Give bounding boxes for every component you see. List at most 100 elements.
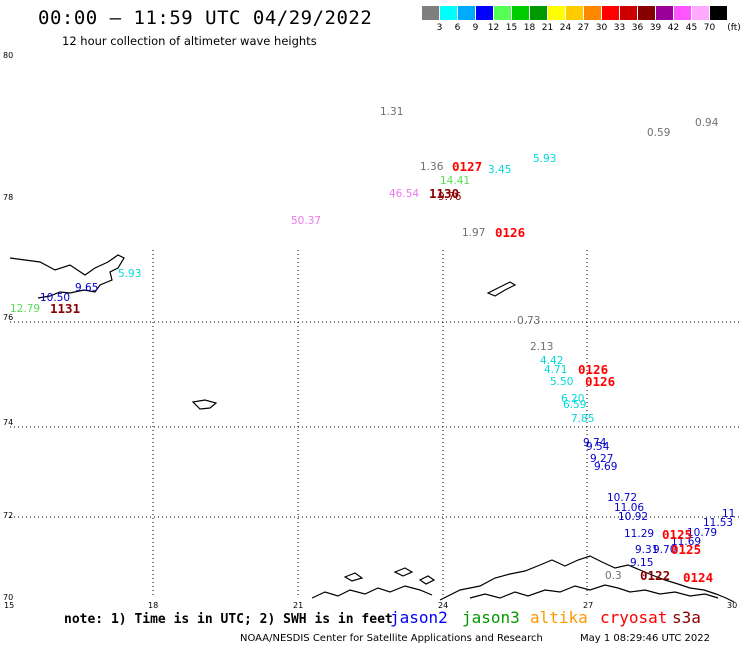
legend-label: 15 (505, 23, 518, 33)
legend-label: 9 (472, 23, 479, 33)
coastline-islands-west (311, 585, 433, 599)
coastline-svalbard-northwest (9, 254, 125, 299)
pass-time-label: 0125 (671, 542, 701, 557)
legend-swatch (440, 6, 457, 20)
legend-label: 30 (595, 23, 608, 33)
wave-height-value: 9.15 (630, 557, 653, 569)
legend-label: 21 (541, 23, 554, 33)
satellite-name: altika (530, 608, 588, 627)
coastline-norway-north (439, 555, 735, 603)
legend-swatch (674, 6, 691, 20)
footer-note: note: 1) Time is in UTC; 2) SWH is in fe… (64, 612, 393, 627)
latitude-label: 78 (3, 193, 13, 202)
legend-label: 27 (577, 23, 590, 33)
legend-label: 24 (559, 23, 572, 33)
pass-time-label: 0124 (683, 570, 713, 585)
wave-height-value: 9.69 (594, 461, 617, 473)
legend-label: 39 (649, 23, 662, 33)
wave-height-value: 4.42 (540, 355, 563, 367)
coastlines (9, 254, 735, 603)
wave-height-value: 11.06 (614, 502, 644, 514)
legend-swatch (548, 6, 565, 20)
wave-height-value: 1.36 (420, 161, 444, 173)
wave-height-value: 11.29 (624, 528, 654, 540)
wave-height-value: 10.72 (607, 492, 637, 504)
legend-swatch (530, 6, 547, 20)
pass-time-label: 0122 (640, 568, 670, 583)
wave-height-value: 9.74 (583, 437, 607, 449)
longitude-label: 15 (4, 601, 14, 610)
longitude-label: 27 (583, 601, 593, 610)
wave-height-value: 6.59 (563, 399, 586, 411)
legend-swatch (692, 6, 709, 20)
legend-swatch (494, 6, 511, 20)
legend-swatch (422, 6, 439, 20)
legend-label: 36 (631, 23, 644, 33)
pass-time-label: 0127 (452, 159, 482, 174)
wave-height-value: 9.70 (653, 544, 676, 556)
legend-swatch (458, 6, 475, 20)
legend-label: 6 (454, 23, 461, 33)
longitude-label: 18 (148, 601, 158, 610)
legend-label: 45 (685, 23, 698, 33)
wave-height-value: 5.93 (533, 153, 556, 165)
wave-height-value: 46.54 (389, 188, 419, 200)
latitude-label: 76 (3, 313, 13, 322)
coastline-hopen (191, 399, 218, 410)
legend-swatch (620, 6, 637, 20)
wave-height-value: 2.13 (530, 341, 553, 353)
wave-height-value: 9.54 (586, 441, 610, 453)
map-title: 00:00 – 11:59 UTC 04/29/2022 (38, 7, 373, 29)
wave-height-value: 12.79 (10, 303, 40, 315)
legend-swatch (656, 6, 673, 20)
wave-height-value: 1.31 (380, 106, 403, 118)
coastline-kvitoya (486, 281, 517, 297)
latitude-label: 74 (3, 418, 13, 427)
legend-swatch (710, 6, 727, 20)
legend-swatch (566, 6, 583, 20)
wave-height-value: 10.79 (687, 527, 717, 539)
satellite-name: s3a (672, 608, 701, 627)
wave-height-value: 9.65 (75, 282, 98, 294)
wave-height-value: 0.73 (517, 315, 540, 327)
satellite-name: cryosat (600, 608, 668, 627)
footer-credit: NOAA/NESDIS Center for Satellite Applica… (240, 633, 543, 644)
wave-height-value: 5.50 (550, 376, 573, 388)
wave-height-value: 9.31 (635, 544, 658, 556)
legend-swatch (638, 6, 655, 20)
legend-swatch (584, 6, 601, 20)
pass-time-label: 1130 (429, 186, 459, 201)
wave-height-value: 3.45 (488, 164, 511, 176)
wave-height-value: 0.94 (695, 117, 719, 129)
wave-height-value: 9.27 (590, 453, 613, 465)
pass-time-label: 0125 (662, 527, 692, 542)
wave-height-value: 5.93 (118, 268, 141, 280)
legend-label: 70 (703, 23, 716, 33)
latitude-label: 72 (3, 511, 13, 520)
map-subtitle: 12 hour collection of altimeter wave hei… (62, 34, 317, 48)
pass-time-label: 0126 (578, 362, 608, 377)
legend-label: 42 (667, 23, 680, 33)
wave-height-value: 7.85 (571, 413, 594, 425)
wave-height-value: 11 (722, 508, 735, 520)
wave-height-value: 6.20 (561, 393, 584, 405)
coastline-fjords (469, 584, 719, 599)
legend-swatch (602, 6, 619, 20)
legend-label: 33 (613, 23, 626, 33)
wave-height-value: 11.69 (671, 536, 701, 548)
latitude-label: 80 (3, 51, 13, 60)
footer-timestamp: May 1 08:29:46 UTC 2022 (580, 633, 710, 644)
coastline-islands-small (343, 567, 436, 585)
wave-height-value: 9.76 (438, 191, 462, 203)
satellite-name: jason3 (462, 608, 520, 627)
longitude-label: 30 (727, 601, 737, 610)
legend-unit: (ft) (727, 23, 740, 33)
wave-height-value: 14.41 (440, 175, 470, 187)
latitude-label: 70 (3, 593, 13, 602)
pass-time-label: 1131 (50, 301, 80, 316)
wave-height-value: 0.59 (647, 127, 670, 139)
legend-swatch (476, 6, 493, 20)
wave-height-value: 0.3 (605, 570, 622, 582)
pass-time-label: 0126 (495, 225, 525, 240)
